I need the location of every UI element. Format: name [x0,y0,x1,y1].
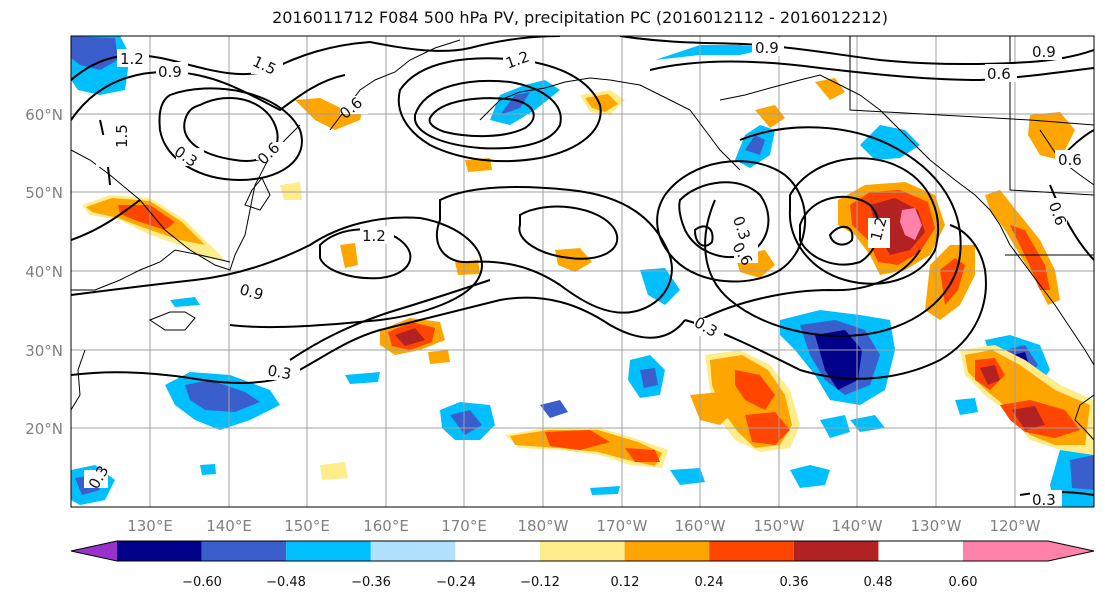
lon-label: 130°W [911,517,962,535]
contour-label: 0.6 [1058,151,1082,169]
contour-label: 0.9 [755,39,779,57]
colorbar-tick: −0.36 [351,575,391,590]
colorbar-segment [540,541,625,561]
colorbar-tick: −0.60 [182,575,222,590]
contour-label: 1.5 [113,124,131,148]
colorbar-tick: −0.12 [520,575,560,590]
colorbar-tick: 0.24 [695,575,724,590]
colorbar-tick: 0.36 [780,575,809,590]
contour-label: 1.2 [120,50,144,68]
colorbar-tick: −0.48 [266,575,306,590]
colorbar-tick-labels: −0.60 −0.48 −0.36 −0.24 −0.12 0.12 0.24 … [182,575,977,590]
colorbar-segment [624,541,710,561]
colorbar-tick: 0.12 [611,575,640,590]
contour-label: 1.2 [867,215,891,243]
colorbar-segment [201,541,287,561]
map-frame [70,35,1095,508]
lon-label: 170°E [441,517,487,535]
lon-label: 150°E [284,517,330,535]
colorbar-segment [370,541,456,561]
colorbar-segment [793,541,879,561]
lat-label: 30°N [25,342,63,360]
contour-label: 0.9 [238,280,266,304]
colorbar-segment [455,541,540,561]
coastlines [71,36,1094,441]
lon-label: 140°W [832,517,883,535]
latitude-labels: 60°N 50°N 40°N 30°N 20°N [25,106,63,438]
lon-label: 120°W [990,517,1041,535]
contour-label: 0.9 [1032,43,1056,61]
contour-label: 0.6 [987,65,1011,83]
colorbar-segment [963,541,1048,561]
lat-label: 60°N [25,106,63,124]
colorbar-segment [1048,541,1094,561]
colorbar-tick: 0.48 [864,575,893,590]
colorbar-segment [286,541,371,561]
colorbar-segment [71,541,117,561]
contour-label: 0.9 [158,63,182,81]
colorbar-tick: −0.24 [436,575,476,590]
lon-label: 160°W [675,517,726,535]
lat-label: 50°N [25,184,63,202]
lat-label: 20°N [25,420,63,438]
lon-label: 150°W [754,517,805,535]
colorbar-outline [70,540,1095,562]
lon-label: 130°E [127,517,173,535]
lon-label: 180°W [518,517,569,535]
lat-label: 40°N [25,263,63,281]
colorbar-segment [117,541,202,561]
colorbar [70,540,1095,562]
pv-contours [71,36,1094,496]
colorbar-segment [709,541,794,561]
longitude-labels: 130°E 140°E 150°E 160°E 170°E 180°W 170°… [127,517,1040,535]
lon-label: 160°E [363,517,409,535]
colorbar-tick: 0.60 [949,575,978,590]
contour-label: 0.3 [266,361,293,383]
lon-label: 140°E [206,517,252,535]
lon-label: 170°W [597,517,648,535]
chart-title: 2016011712 F084 500 hPa PV, precipitatio… [272,8,888,27]
contour-label: 0.3 [1032,491,1056,509]
contour-label: 1.2 [362,227,386,245]
